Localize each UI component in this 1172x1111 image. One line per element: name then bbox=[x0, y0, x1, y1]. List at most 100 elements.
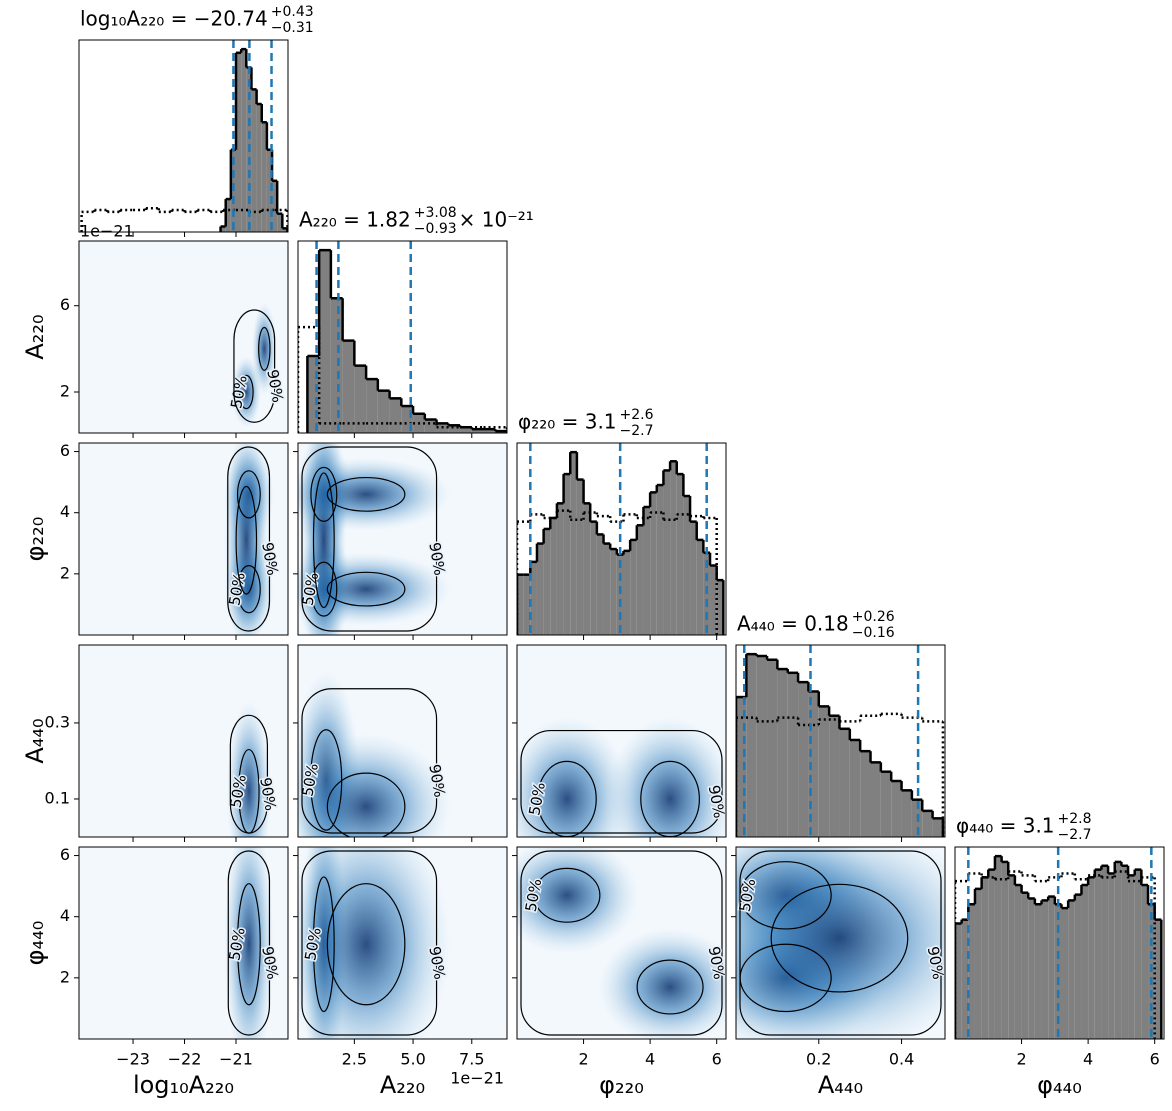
density-panel: 50%90% bbox=[517, 847, 726, 1039]
histogram-bar bbox=[536, 543, 544, 635]
panel-frame bbox=[735, 644, 946, 838]
y-tick-label: 4 bbox=[60, 502, 70, 521]
histogram-bar bbox=[1088, 877, 1095, 1039]
panel-frame bbox=[954, 846, 1165, 1040]
panel-frame bbox=[78, 240, 289, 434]
histogram-bar bbox=[994, 856, 1002, 1039]
histogram-bar bbox=[225, 199, 231, 232]
x-tick-label: 0.4 bbox=[889, 1050, 914, 1069]
histogram-bar bbox=[530, 561, 537, 635]
contour-label: 90% bbox=[258, 541, 282, 577]
contour-50 bbox=[533, 867, 601, 923]
y-axis-label: A₄₄₀ bbox=[21, 718, 49, 763]
offset-text: 1e−21 bbox=[80, 222, 134, 241]
x-tick-label: 0.2 bbox=[806, 1050, 831, 1069]
density-blob bbox=[231, 355, 262, 429]
y-tick-label: 0.3 bbox=[45, 712, 70, 731]
contour-90 bbox=[229, 714, 269, 834]
histogram-bar bbox=[1154, 919, 1162, 1039]
histogram-bar bbox=[818, 706, 830, 837]
histogram-bar bbox=[1014, 885, 1022, 1039]
histogram-bar bbox=[330, 298, 343, 433]
title-upper-error: +0.26 bbox=[852, 609, 895, 625]
histogram-bar bbox=[1061, 908, 1069, 1039]
histogram-bar bbox=[968, 904, 975, 1039]
histogram-bar bbox=[319, 250, 331, 433]
histogram-bar bbox=[880, 771, 892, 837]
y-tick-label: 6 bbox=[60, 441, 70, 460]
panel-title: A₄₄₀ = 0.18 bbox=[737, 612, 849, 636]
histogram-bar bbox=[988, 869, 995, 1039]
histogram-bar bbox=[596, 534, 604, 635]
histogram-bar bbox=[736, 697, 747, 837]
contour-50 bbox=[310, 466, 338, 522]
contour-50 bbox=[636, 959, 704, 1015]
histogram-bar bbox=[670, 461, 677, 635]
histogram-bar bbox=[460, 427, 472, 433]
histogram-bar bbox=[616, 554, 624, 635]
contour-90 bbox=[739, 850, 942, 1036]
histogram-bar bbox=[623, 550, 631, 635]
histogram-bar bbox=[1114, 861, 1122, 1039]
y-tick-label: 6 bbox=[60, 295, 70, 314]
histogram-bar bbox=[1068, 900, 1075, 1039]
contour-90 bbox=[301, 446, 438, 632]
histogram-bar bbox=[523, 574, 531, 635]
histogram-bar bbox=[610, 549, 617, 635]
title-lower-error: −2.7 bbox=[620, 423, 654, 439]
density-blob bbox=[226, 700, 272, 837]
x-tick-label: 2.5 bbox=[342, 1050, 367, 1069]
histogram-bar bbox=[1034, 904, 1042, 1039]
title-lower-error: −2.7 bbox=[1058, 827, 1092, 843]
density-panel: 50%90% bbox=[79, 645, 288, 837]
title-upper-error: +3.08 bbox=[414, 205, 457, 221]
histogram-bar bbox=[272, 180, 278, 232]
histogram-bar bbox=[1134, 869, 1142, 1039]
histogram-bar bbox=[282, 228, 288, 232]
histogram-bar bbox=[1081, 885, 1089, 1039]
histogram-bar bbox=[583, 503, 591, 635]
panel-frame bbox=[297, 442, 508, 636]
histogram-panel bbox=[298, 241, 507, 433]
histogram-bar bbox=[808, 691, 819, 837]
x-tick-label: 7.5 bbox=[459, 1050, 484, 1069]
histogram-bar bbox=[891, 781, 902, 837]
histogram-bar bbox=[354, 365, 367, 433]
histogram-bar bbox=[1048, 896, 1055, 1039]
x-axis-label: A₄₄₀ bbox=[818, 1071, 863, 1099]
histogram-bar bbox=[961, 919, 969, 1039]
offset-text: 1e−21 bbox=[450, 1069, 504, 1088]
histogram-bar bbox=[1074, 894, 1082, 1039]
title-lower-error: −0.93 bbox=[414, 221, 457, 237]
x-axis-label: A₂₂₀ bbox=[380, 1071, 425, 1099]
x-tick-label: 2 bbox=[578, 1050, 588, 1069]
contour-90 bbox=[520, 850, 723, 1036]
x-tick-label: 4 bbox=[645, 1050, 655, 1069]
panel-frame bbox=[516, 644, 727, 838]
histogram-bar bbox=[590, 521, 597, 635]
contour-90 bbox=[301, 688, 438, 834]
histogram-bar bbox=[746, 654, 757, 837]
histogram-bar bbox=[1121, 865, 1129, 1039]
histogram-bar bbox=[756, 656, 768, 837]
histogram-bar bbox=[955, 923, 962, 1039]
x-tick-label: 5.0 bbox=[400, 1050, 425, 1069]
histogram-bar bbox=[401, 406, 414, 433]
histogram-bar bbox=[563, 474, 571, 635]
panel-frame bbox=[297, 644, 508, 838]
histogram-bar bbox=[656, 485, 664, 635]
histogram-bar bbox=[1028, 898, 1035, 1039]
histogram-bar bbox=[220, 226, 226, 232]
y-tick-label: 2 bbox=[60, 382, 70, 401]
x-tick-label: 6 bbox=[1150, 1050, 1160, 1069]
histogram-bar bbox=[710, 565, 717, 635]
histogram-bar bbox=[839, 728, 850, 837]
histogram-panel bbox=[736, 645, 945, 837]
histogram-bar bbox=[377, 390, 390, 433]
histogram-panel bbox=[80, 40, 288, 232]
histogram-bar bbox=[1041, 900, 1049, 1039]
histogram-bar bbox=[236, 52, 242, 232]
panel-frame bbox=[297, 846, 508, 1040]
density-blob bbox=[224, 443, 269, 635]
contour-50 bbox=[312, 472, 335, 609]
